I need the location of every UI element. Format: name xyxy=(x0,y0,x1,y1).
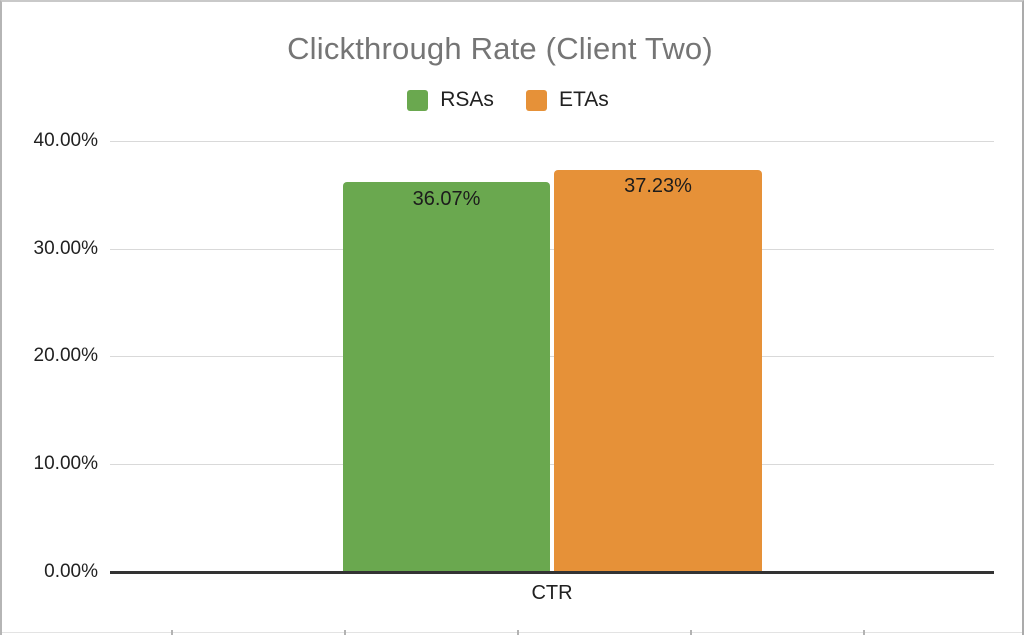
legend-item-rsas[interactable]: RSAs xyxy=(407,88,494,112)
sheet-column-tick xyxy=(171,630,173,635)
legend-swatch-etas-icon xyxy=(525,89,547,111)
bar-etas[interactable] xyxy=(554,170,762,572)
sheet-column-tick xyxy=(863,630,865,635)
gridline-40 xyxy=(110,141,994,142)
chart-title: Clickthrough Rate (Client Two) xyxy=(287,31,713,66)
bar-value-label-etas: 37.23% xyxy=(624,175,692,197)
legend-label-rsas: RSAs xyxy=(440,88,494,111)
sheet-column-tick xyxy=(690,630,692,635)
gridline-30 xyxy=(110,249,994,250)
x-axis-category-label: CTR xyxy=(531,582,573,604)
sheet-gridline xyxy=(2,632,1022,633)
chart-legend: RSAs ETAs xyxy=(2,88,1014,112)
x-axis-baseline xyxy=(110,571,994,574)
y-axis-tick-30: 30.00% xyxy=(33,238,98,259)
y-axis-tick-0: 0.00% xyxy=(44,561,98,582)
legend-swatch-rsas-icon xyxy=(407,89,429,111)
gridline-10 xyxy=(110,464,994,465)
gridline-20 xyxy=(110,356,994,357)
y-axis-tick-40: 40.00% xyxy=(33,130,98,151)
y-axis-tick-10: 10.00% xyxy=(33,453,98,474)
bar-rsas[interactable] xyxy=(343,182,550,572)
sheet-column-tick xyxy=(344,630,346,635)
y-axis-tick-20: 20.00% xyxy=(33,345,98,366)
legend-item-etas[interactable]: ETAs xyxy=(525,88,609,112)
legend-label-etas: ETAs xyxy=(558,88,609,111)
sheet-column-tick xyxy=(517,630,519,635)
bar-value-label-rsas: 36.07% xyxy=(412,188,481,210)
